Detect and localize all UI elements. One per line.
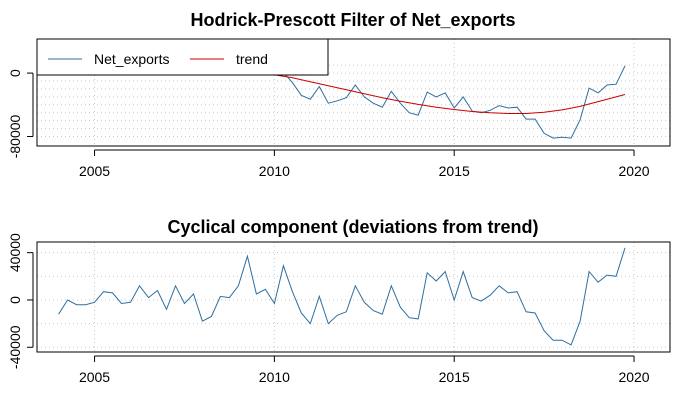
bottom-series-group <box>58 247 626 346</box>
top-x-tick-label: 2020 <box>618 163 649 179</box>
top-grid <box>37 39 670 146</box>
bottom-plot-frame <box>36 241 671 353</box>
top-x-tick-label: 2010 <box>259 163 290 179</box>
bottom-x-tick-label: 2005 <box>79 369 110 385</box>
top-plot-frame <box>36 38 671 147</box>
top-y-tick-label: -80000 <box>7 114 23 158</box>
bottom-x-tick-label: 2015 <box>439 369 470 385</box>
top-x-tick-label: 2015 <box>439 163 470 179</box>
top-series-line-net-exports <box>202 65 626 139</box>
top-chart-title: Hodrick-Prescott Filter of Net_exports <box>190 10 515 30</box>
bottom-series-line-cyclical <box>58 247 626 346</box>
top-series-line-trend <box>274 74 626 114</box>
bottom-x-tick-label: 2020 <box>618 369 649 385</box>
top-series-group <box>202 65 626 139</box>
bottom-y-tick-label: -40000 <box>7 325 23 369</box>
bottom-x-tick-label: 2010 <box>259 369 290 385</box>
top-panel: Hodrick-Prescott Filter of Net_exports 2… <box>7 10 671 179</box>
bottom-axes: 2005 2010 2015 2020 40000 0 -40000 <box>7 233 650 385</box>
bottom-panel: Cyclical component (deviations from tren… <box>7 217 671 385</box>
top-legend: Net_exports trend <box>36 38 329 76</box>
bottom-chart-title: Cyclical component (deviations from tren… <box>167 217 538 237</box>
top-axes: 2005 2010 2015 2020 0 -80000 <box>7 69 650 179</box>
legend-label-net-exports: Net_exports <box>94 51 169 67</box>
bottom-y-tick-label: 0 <box>7 296 23 304</box>
bottom-grid <box>37 242 670 352</box>
legend-box <box>36 38 329 76</box>
top-y-tick-label: 0 <box>7 69 23 77</box>
bottom-y-tick-label: 40000 <box>7 233 23 272</box>
top-x-tick-label: 2005 <box>79 163 110 179</box>
legend-label-trend: trend <box>236 51 268 67</box>
